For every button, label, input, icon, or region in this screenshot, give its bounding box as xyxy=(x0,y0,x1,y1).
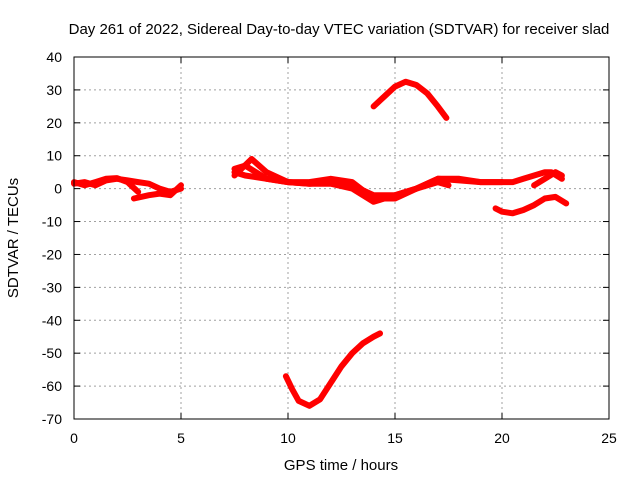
series-arc-b xyxy=(71,175,142,195)
x-tick-label: 20 xyxy=(494,430,510,446)
y-tick-label: -60 xyxy=(42,378,62,394)
y-tick-label: -30 xyxy=(42,279,62,295)
y-tick-label: -70 xyxy=(42,411,62,427)
y-tick-label: -40 xyxy=(42,312,62,328)
x-tick-label: 10 xyxy=(280,430,296,446)
series-arc-h xyxy=(531,169,565,189)
y-tick-label: 40 xyxy=(46,49,62,65)
y-tick-label: 30 xyxy=(46,82,62,98)
plot-frame xyxy=(73,56,610,420)
grid xyxy=(74,57,609,419)
series-arc-k xyxy=(282,330,383,409)
y-tick-label: -50 xyxy=(42,345,62,361)
series-arc-i xyxy=(492,193,570,217)
y-tick-label: 20 xyxy=(46,115,62,131)
y-tick-label: 0 xyxy=(54,181,62,197)
data-series-group xyxy=(71,78,570,409)
y-axis-label: SDTVAR / TECUs xyxy=(5,178,22,298)
series-arc-j xyxy=(370,78,450,121)
y-tick-label: 10 xyxy=(46,148,62,164)
x-tick-label: 5 xyxy=(177,430,185,446)
x-tick-label: 0 xyxy=(70,430,78,446)
series-arc-f xyxy=(231,169,505,202)
y-tick-label: -20 xyxy=(42,246,62,262)
series-arc-c xyxy=(130,182,184,202)
axis-ticks: 0 5 10 15 20 25 40 30 20 10 0 -10 -20 -30 -40 -50 -60 -70 xyxy=(42,49,617,446)
x-tick-label: 25 xyxy=(601,430,617,446)
x-axis-label: GPS time / hours xyxy=(284,457,398,474)
y-tick-label: -10 xyxy=(42,214,62,230)
x-tick-label: 15 xyxy=(387,430,403,446)
chart-title: Day 261 of 2022, Sidereal Day-to-day VTE… xyxy=(69,21,610,38)
